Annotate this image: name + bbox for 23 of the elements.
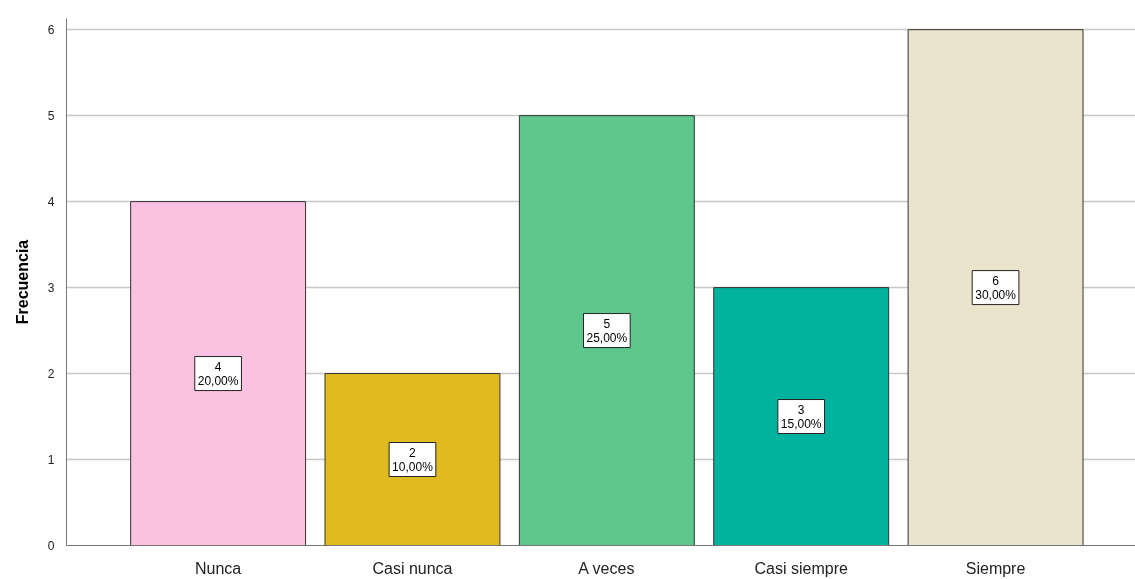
y-tick-label: 6 [47,23,55,38]
bar [130,201,307,546]
bar [907,29,1084,546]
x-tick-label: Casi siempre [754,559,848,577]
y-axis-title: Frecuencia [13,239,31,325]
data-label: 6 30,00% [975,273,1017,302]
data-label: 4 20,00% [197,359,239,388]
y-tick-label: 2 [47,367,55,382]
y-tick-label: 4 [47,195,55,210]
bar [324,373,501,546]
y-tick-label: 1 [47,453,55,468]
x-tick-label: Siempre [965,559,1026,577]
x-tick-label: A veces [578,559,635,577]
y-tick-label: 5 [47,109,55,124]
x-tick-label: Casi nunca [372,559,453,577]
bar [713,287,890,546]
bar [518,115,695,546]
x-tick-label: Nunca [194,559,242,577]
data-label: 5 25,00% [586,316,628,345]
y-tick-label: 0 [47,539,55,553]
data-label: 3 15,00% [780,402,822,431]
y-tick-label: 3 [47,281,55,296]
data-label: 2 10,00% [392,445,434,474]
